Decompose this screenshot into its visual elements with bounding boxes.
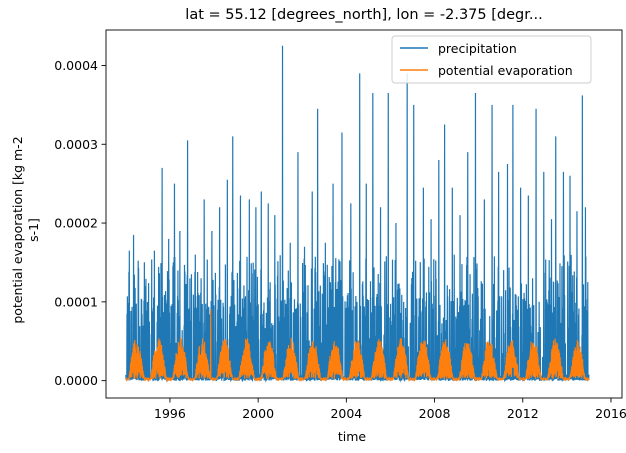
y-axis: 0.0000 0.0001 0.0002 0.0003 0.0004 [54,58,106,388]
x-axis-label: time [338,429,367,444]
y-axis-label-line-2: s-1] [26,218,41,242]
x-tick-label: 2016 [595,406,626,421]
y-tick-label: 0.0002 [54,216,98,231]
x-axis: 1996 2000 2004 2008 2012 2016 [154,398,626,421]
y-axis-label: potential evaporation [kg m-2 s-1] [10,136,41,323]
x-tick-label: 1996 [154,406,186,421]
x-tick-label: 2008 [419,406,451,421]
x-tick-label: 2012 [507,406,539,421]
plot-frame [105,29,623,399]
y-tick-label: 0.0003 [54,137,98,152]
legend: precipitation potential evaporation [391,35,592,84]
legend-precipitation-label: precipitation [438,41,517,56]
x-tick-label: 2004 [330,406,362,421]
legend-potential-evaporation-label: potential evaporation [438,63,573,78]
series-potential-evaporation-line [125,309,590,382]
chart-title: lat = 55.12 [degrees_north], lon = -2.37… [185,7,542,23]
legend-box [391,35,592,84]
y-tick-label: 0.0004 [54,58,98,73]
series-precipitation-line [125,45,590,383]
series-layer [125,45,590,383]
y-tick-label: 0.0000 [54,373,98,388]
y-tick-label: 0.0001 [54,294,98,309]
y-axis-label-line-1: potential evaporation [kg m-2 [10,136,25,323]
x-tick-label: 2000 [242,406,274,421]
